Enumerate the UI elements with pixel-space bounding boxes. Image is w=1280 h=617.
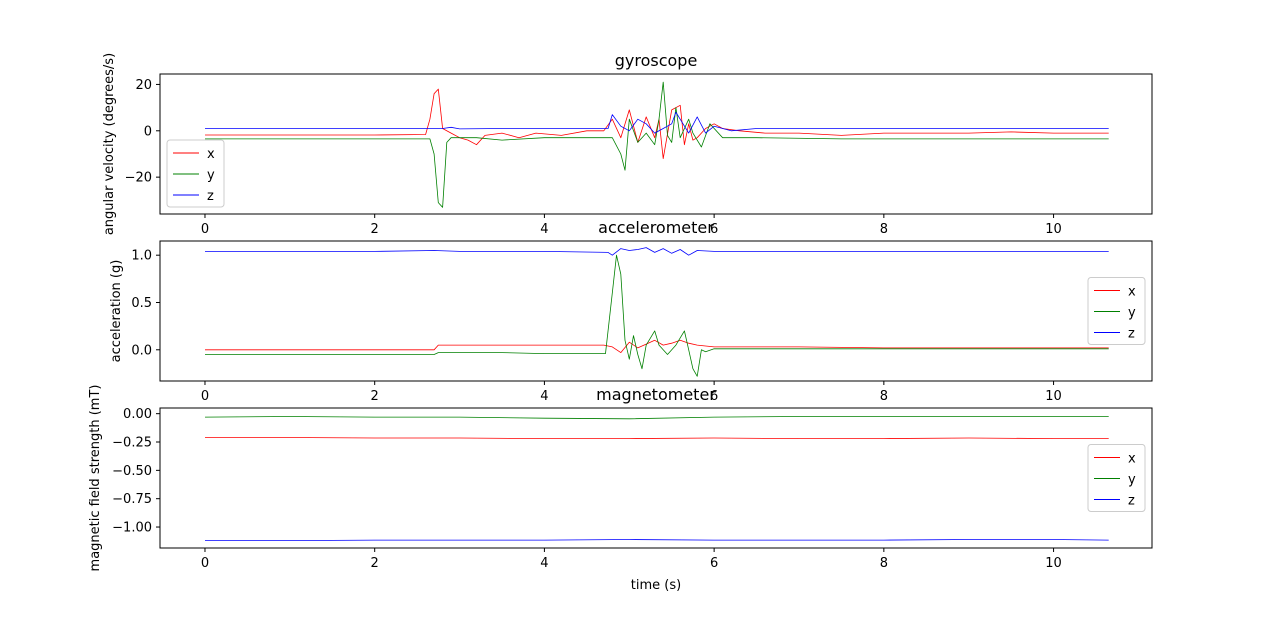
series-line-z — [205, 247, 1109, 256]
series-line-z — [205, 539, 1109, 541]
y-tick-label: 0 — [144, 124, 152, 139]
accelerometer-panel: 0 2 4 6 8 10 0.0 0.5 1.0 accelerometer acceleratio… — [109, 218, 1153, 404]
legend-label-y: y — [1128, 306, 1136, 321]
x-tick-label: 8 — [880, 556, 888, 571]
series-line-y — [204, 416, 1109, 420]
series-line-x — [205, 437, 1109, 439]
legend-label-z: z — [1128, 327, 1135, 342]
legend-label-x: x — [1128, 285, 1136, 300]
series-group — [204, 416, 1109, 541]
legend-label-z: z — [1128, 494, 1135, 509]
x-tick-label: 0 — [201, 389, 209, 404]
chart-title: accelerometer — [598, 218, 714, 237]
x-tick-label: 2 — [371, 389, 379, 404]
x-tick-label: 8 — [880, 389, 888, 404]
axes-frame — [159, 73, 1153, 215]
x-tick-label: 10 — [1045, 222, 1062, 237]
legend-label-y: y — [1128, 473, 1136, 488]
series-line-z — [205, 111, 1109, 134]
y-tick-label: −1.00 — [112, 521, 152, 536]
chart-title: gyroscope — [615, 51, 698, 70]
legend: xyz — [1087, 277, 1146, 345]
x-tick-label: 0 — [201, 556, 209, 571]
series-line-x — [205, 339, 1109, 353]
series-line-y — [205, 81, 1109, 208]
gyroscope-panel: 0 2 4 6 8 10 −20 0 20 gyroscope angular velocity (… — [102, 51, 1153, 237]
y-axis-label: magnetic field strength (mT) — [88, 385, 103, 572]
x-tick-label: 8 — [880, 222, 888, 237]
x-tick-label: 2 — [371, 222, 379, 237]
series-line-y — [205, 254, 1109, 377]
y-tick-label: 20 — [135, 78, 152, 93]
axes-frame — [159, 240, 1153, 382]
axes-frame — [159, 407, 1153, 549]
legend-label-x: x — [207, 147, 215, 162]
y-axis-label: angular velocity (degrees/s) — [102, 53, 117, 235]
x-tick-label: 10 — [1045, 389, 1062, 404]
y-tick-label: −0.25 — [112, 436, 152, 451]
legend: xyz — [1087, 444, 1146, 512]
x-axis-label: time (s) — [631, 578, 681, 593]
magnetometer-panel: 0 2 4 6 8 10 0.00 −0.25 −0.50 −0.75 −1.00 magnetome… — [88, 385, 1153, 593]
legend-label-x: x — [1128, 452, 1136, 467]
y-tick-label: −0.50 — [112, 464, 152, 479]
legend-label-z: z — [207, 189, 214, 204]
legend-label-y: y — [207, 168, 215, 183]
series-line-x — [205, 88, 1109, 159]
chart-title: magnetometer — [596, 385, 716, 404]
x-tick-label: 6 — [710, 556, 718, 571]
y-axis-label: acceleration (g) — [109, 260, 124, 363]
y-tick-label: 0.5 — [131, 296, 152, 311]
x-tick-label: 10 — [1045, 556, 1062, 571]
x-tick-label: 2 — [371, 556, 379, 571]
x-tick-label: 6 — [710, 222, 718, 237]
x-tick-label: 4 — [540, 556, 548, 571]
x-tick-label: 4 — [540, 389, 548, 404]
legend: xyz — [166, 139, 225, 208]
x-tick-label: 6 — [710, 389, 718, 404]
x-tick-label: 0 — [201, 222, 209, 237]
y-tick-label: 0.0 — [131, 343, 152, 358]
y-tick-label: 1.0 — [131, 249, 152, 264]
series-group — [205, 81, 1109, 208]
x-tick-label: 4 — [540, 222, 548, 237]
y-tick-label: −20 — [125, 171, 152, 186]
series-group — [205, 247, 1109, 377]
y-tick-label: 0.00 — [123, 407, 152, 422]
y-tick-label: −0.75 — [112, 492, 152, 507]
